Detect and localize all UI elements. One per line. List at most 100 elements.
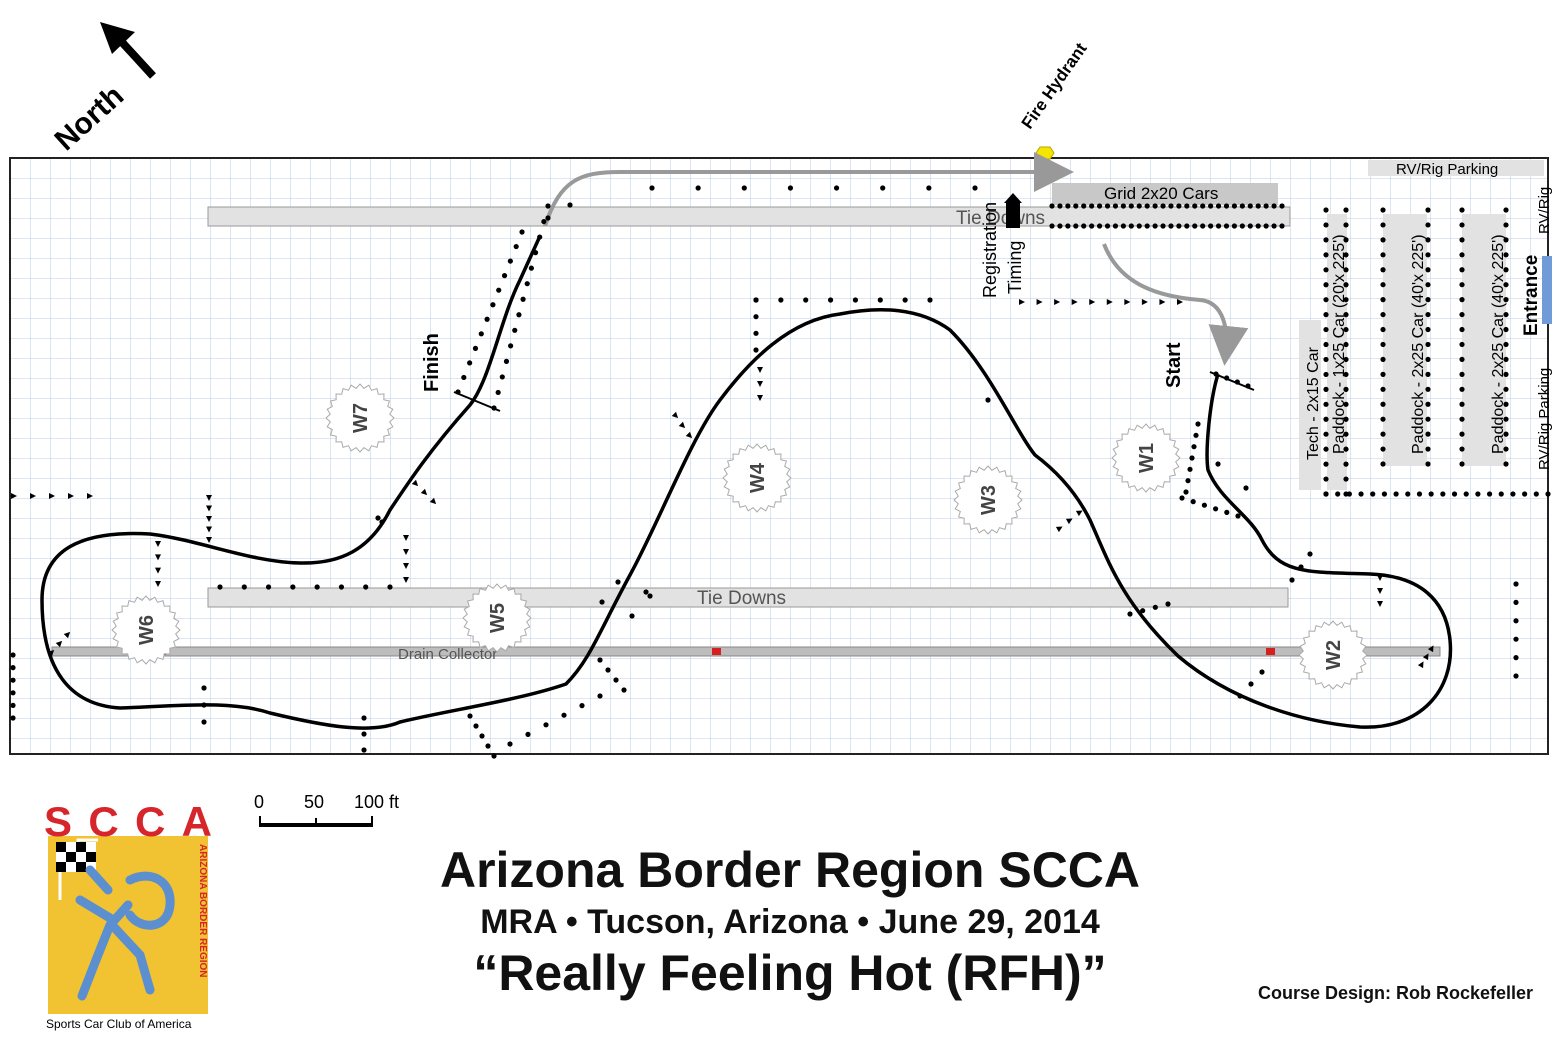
cone	[1343, 312, 1349, 318]
cone	[1475, 491, 1481, 497]
title-block: Arizona Border Region SCCA MRA • Tucson,…	[300, 840, 1280, 1002]
cone	[1463, 491, 1469, 497]
cone	[1104, 203, 1111, 209]
cone	[1380, 237, 1386, 243]
cone	[753, 330, 759, 336]
cone	[1425, 446, 1431, 452]
cone	[1104, 223, 1111, 229]
cone	[753, 347, 759, 353]
cone	[1183, 489, 1189, 495]
cone	[1185, 478, 1191, 484]
cone	[1298, 564, 1304, 570]
cone	[1370, 491, 1376, 497]
cone	[1380, 371, 1386, 377]
cone	[1323, 282, 1329, 288]
cone	[1380, 446, 1386, 452]
cone	[1200, 203, 1206, 209]
pointer-cone	[155, 567, 161, 574]
cone	[1323, 371, 1329, 378]
cone	[1459, 297, 1465, 303]
cone	[1168, 203, 1174, 209]
cone	[1223, 203, 1230, 209]
cone	[1533, 491, 1539, 497]
cone	[10, 677, 16, 683]
cone	[1459, 416, 1465, 422]
cone	[1247, 203, 1253, 209]
cone	[363, 584, 369, 590]
cone	[10, 702, 16, 709]
cone	[467, 713, 473, 719]
pointer-cone	[1071, 299, 1078, 305]
pointer-cone	[1054, 299, 1061, 305]
timing-booth-roof	[1004, 193, 1022, 203]
cone	[579, 703, 585, 709]
cone	[1263, 223, 1269, 229]
cone	[1176, 203, 1182, 209]
cone	[1200, 223, 1206, 229]
start-label: Start	[1163, 342, 1185, 388]
cone	[1192, 223, 1198, 229]
cone	[545, 203, 551, 209]
cone	[778, 297, 784, 303]
cone	[1089, 223, 1095, 229]
cone	[1503, 401, 1509, 407]
cone	[567, 202, 573, 208]
cone	[877, 297, 883, 303]
cone	[496, 287, 502, 293]
cone	[1247, 223, 1253, 229]
worker-station-w3: W3	[953, 465, 1023, 535]
paddock1-label: Paddock - 1x25 Car (20'x 225')	[1331, 234, 1348, 454]
cone	[1307, 551, 1313, 557]
cone	[1231, 223, 1238, 229]
cone	[10, 690, 16, 696]
cone	[1503, 252, 1509, 258]
cone	[361, 715, 367, 721]
cone	[1459, 282, 1465, 288]
cone	[507, 741, 513, 747]
cone	[1343, 282, 1349, 288]
cone	[541, 218, 547, 225]
worker-station-w4: W4	[722, 443, 792, 513]
cone	[1144, 203, 1150, 209]
cone	[455, 389, 461, 395]
worker-label: W7	[350, 403, 372, 433]
tech-box	[1299, 320, 1321, 490]
pointer-cone	[1141, 299, 1148, 305]
pointer-cone	[1177, 299, 1183, 305]
cone	[1440, 491, 1446, 497]
cone	[1127, 611, 1133, 617]
cone	[1393, 491, 1399, 497]
cone	[1263, 203, 1269, 209]
cone	[1503, 207, 1509, 213]
cone	[1096, 223, 1103, 229]
cone	[1234, 379, 1240, 385]
cone	[525, 731, 531, 738]
cone	[1425, 311, 1431, 318]
pointer-cone	[68, 493, 74, 499]
cone	[1425, 267, 1431, 273]
cone	[1195, 421, 1201, 427]
cone	[1215, 203, 1222, 209]
cone	[1065, 203, 1071, 209]
cone	[1089, 203, 1095, 209]
cone	[1160, 203, 1166, 209]
timing-booth	[1006, 202, 1020, 228]
cone	[1459, 386, 1465, 392]
cone	[1049, 223, 1055, 229]
pointer-cone	[155, 554, 161, 561]
cone	[1343, 476, 1349, 482]
rv-parking-top-box	[1368, 160, 1544, 176]
title-line-1: Arizona Border Region SCCA	[439, 842, 1141, 898]
cone	[1425, 282, 1431, 288]
cone	[375, 515, 381, 521]
cone	[490, 302, 496, 308]
cone	[1208, 203, 1214, 209]
pointer-cone	[403, 549, 409, 555]
cone	[10, 715, 16, 721]
worker-label: W6	[136, 615, 158, 645]
drain-collector-label: Drain Collector	[398, 646, 497, 663]
cone	[1323, 326, 1329, 333]
pointer-cone	[411, 479, 419, 487]
cone	[1459, 237, 1465, 243]
